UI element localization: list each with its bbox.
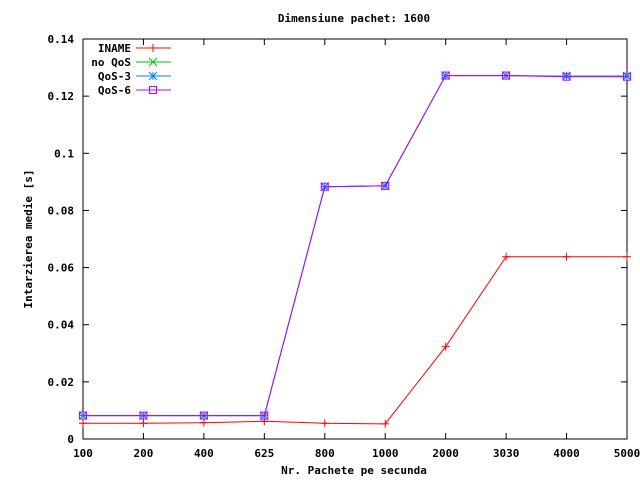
series-line-qos-6 [83, 75, 627, 417]
x-tick-label: 1000 [372, 447, 399, 460]
data-point-qos-6 [139, 411, 148, 420]
x-tick-label: 5000 [614, 447, 640, 460]
legend-label-no-qos: no QoS [91, 56, 131, 69]
data-point-qos-6 [320, 182, 329, 191]
data-point-qos-6 [79, 411, 87, 420]
data-point-qos-6 [199, 411, 208, 420]
series-line-no-qos [83, 75, 627, 417]
legend-marker-iname [149, 44, 157, 52]
data-point-qos-6 [502, 71, 511, 80]
x-tick-label: 625 [254, 447, 274, 460]
x-tick-label: 400 [194, 447, 214, 460]
series-no-qos [78, 71, 632, 420]
plot-frame [82, 38, 628, 440]
data-point-iname [623, 252, 631, 261]
y-tick-label: 0.02 [48, 376, 75, 389]
chart-title: Dimensiune pachet: 1600 [278, 12, 430, 25]
y-tick-label: 0.08 [48, 204, 75, 217]
data-point-iname [79, 419, 87, 428]
legend-marker-qos-3 [148, 71, 158, 81]
x-tick-label: 100 [73, 447, 93, 460]
legend-marker-qos-6 [149, 86, 157, 94]
data-point-qos-6 [260, 411, 269, 420]
data-point-qos-6 [562, 72, 571, 81]
series-iname [79, 252, 631, 428]
series-layer [78, 71, 632, 428]
axis-ticks: 0 0.02 0.04 0.06 0.08 0.1 0.12 0.14 100 200 400 625… [48, 33, 640, 460]
y-tick-label: 0.04 [48, 319, 75, 332]
data-point-iname [320, 419, 329, 428]
data-point-iname [441, 342, 450, 351]
data-point-qos-6 [381, 181, 390, 190]
series-qos-6 [79, 71, 631, 420]
data-point-iname [199, 418, 208, 427]
x-tick-label: 800 [315, 447, 335, 460]
x-tick-label: 4000 [553, 447, 580, 460]
legend-marker-no-qos [148, 57, 158, 67]
y-tick-label: 0.1 [54, 147, 74, 160]
x-tick-label: 3030 [493, 447, 520, 460]
series-qos-3 [78, 71, 632, 420]
x-axis-label: Nr. Pachete pe secunda [281, 464, 427, 477]
legend-label-qos-3: QoS-3 [98, 70, 131, 83]
data-point-iname [381, 419, 390, 428]
data-point-iname [139, 419, 148, 428]
legend-label-iname: INAME [98, 42, 131, 55]
y-tick-label: 0 [67, 433, 74, 446]
data-point-qos-6 [441, 71, 450, 80]
x-tick-label: 2000 [432, 447, 459, 460]
x-tick-label: 200 [134, 447, 154, 460]
series-line-qos-3 [83, 75, 627, 417]
data-point-iname [502, 252, 511, 261]
y-tick-label: 0.06 [48, 262, 75, 275]
y-axis-label: Intarzierea medie [s] [22, 169, 35, 308]
y-tick-label: 0.14 [48, 33, 75, 46]
y-tick-label: 0.12 [48, 90, 75, 103]
data-point-qos-6 [623, 72, 631, 81]
data-point-iname [562, 252, 571, 261]
legend-label-qos-6: QoS-6 [98, 84, 131, 97]
series-line-iname [83, 256, 627, 425]
